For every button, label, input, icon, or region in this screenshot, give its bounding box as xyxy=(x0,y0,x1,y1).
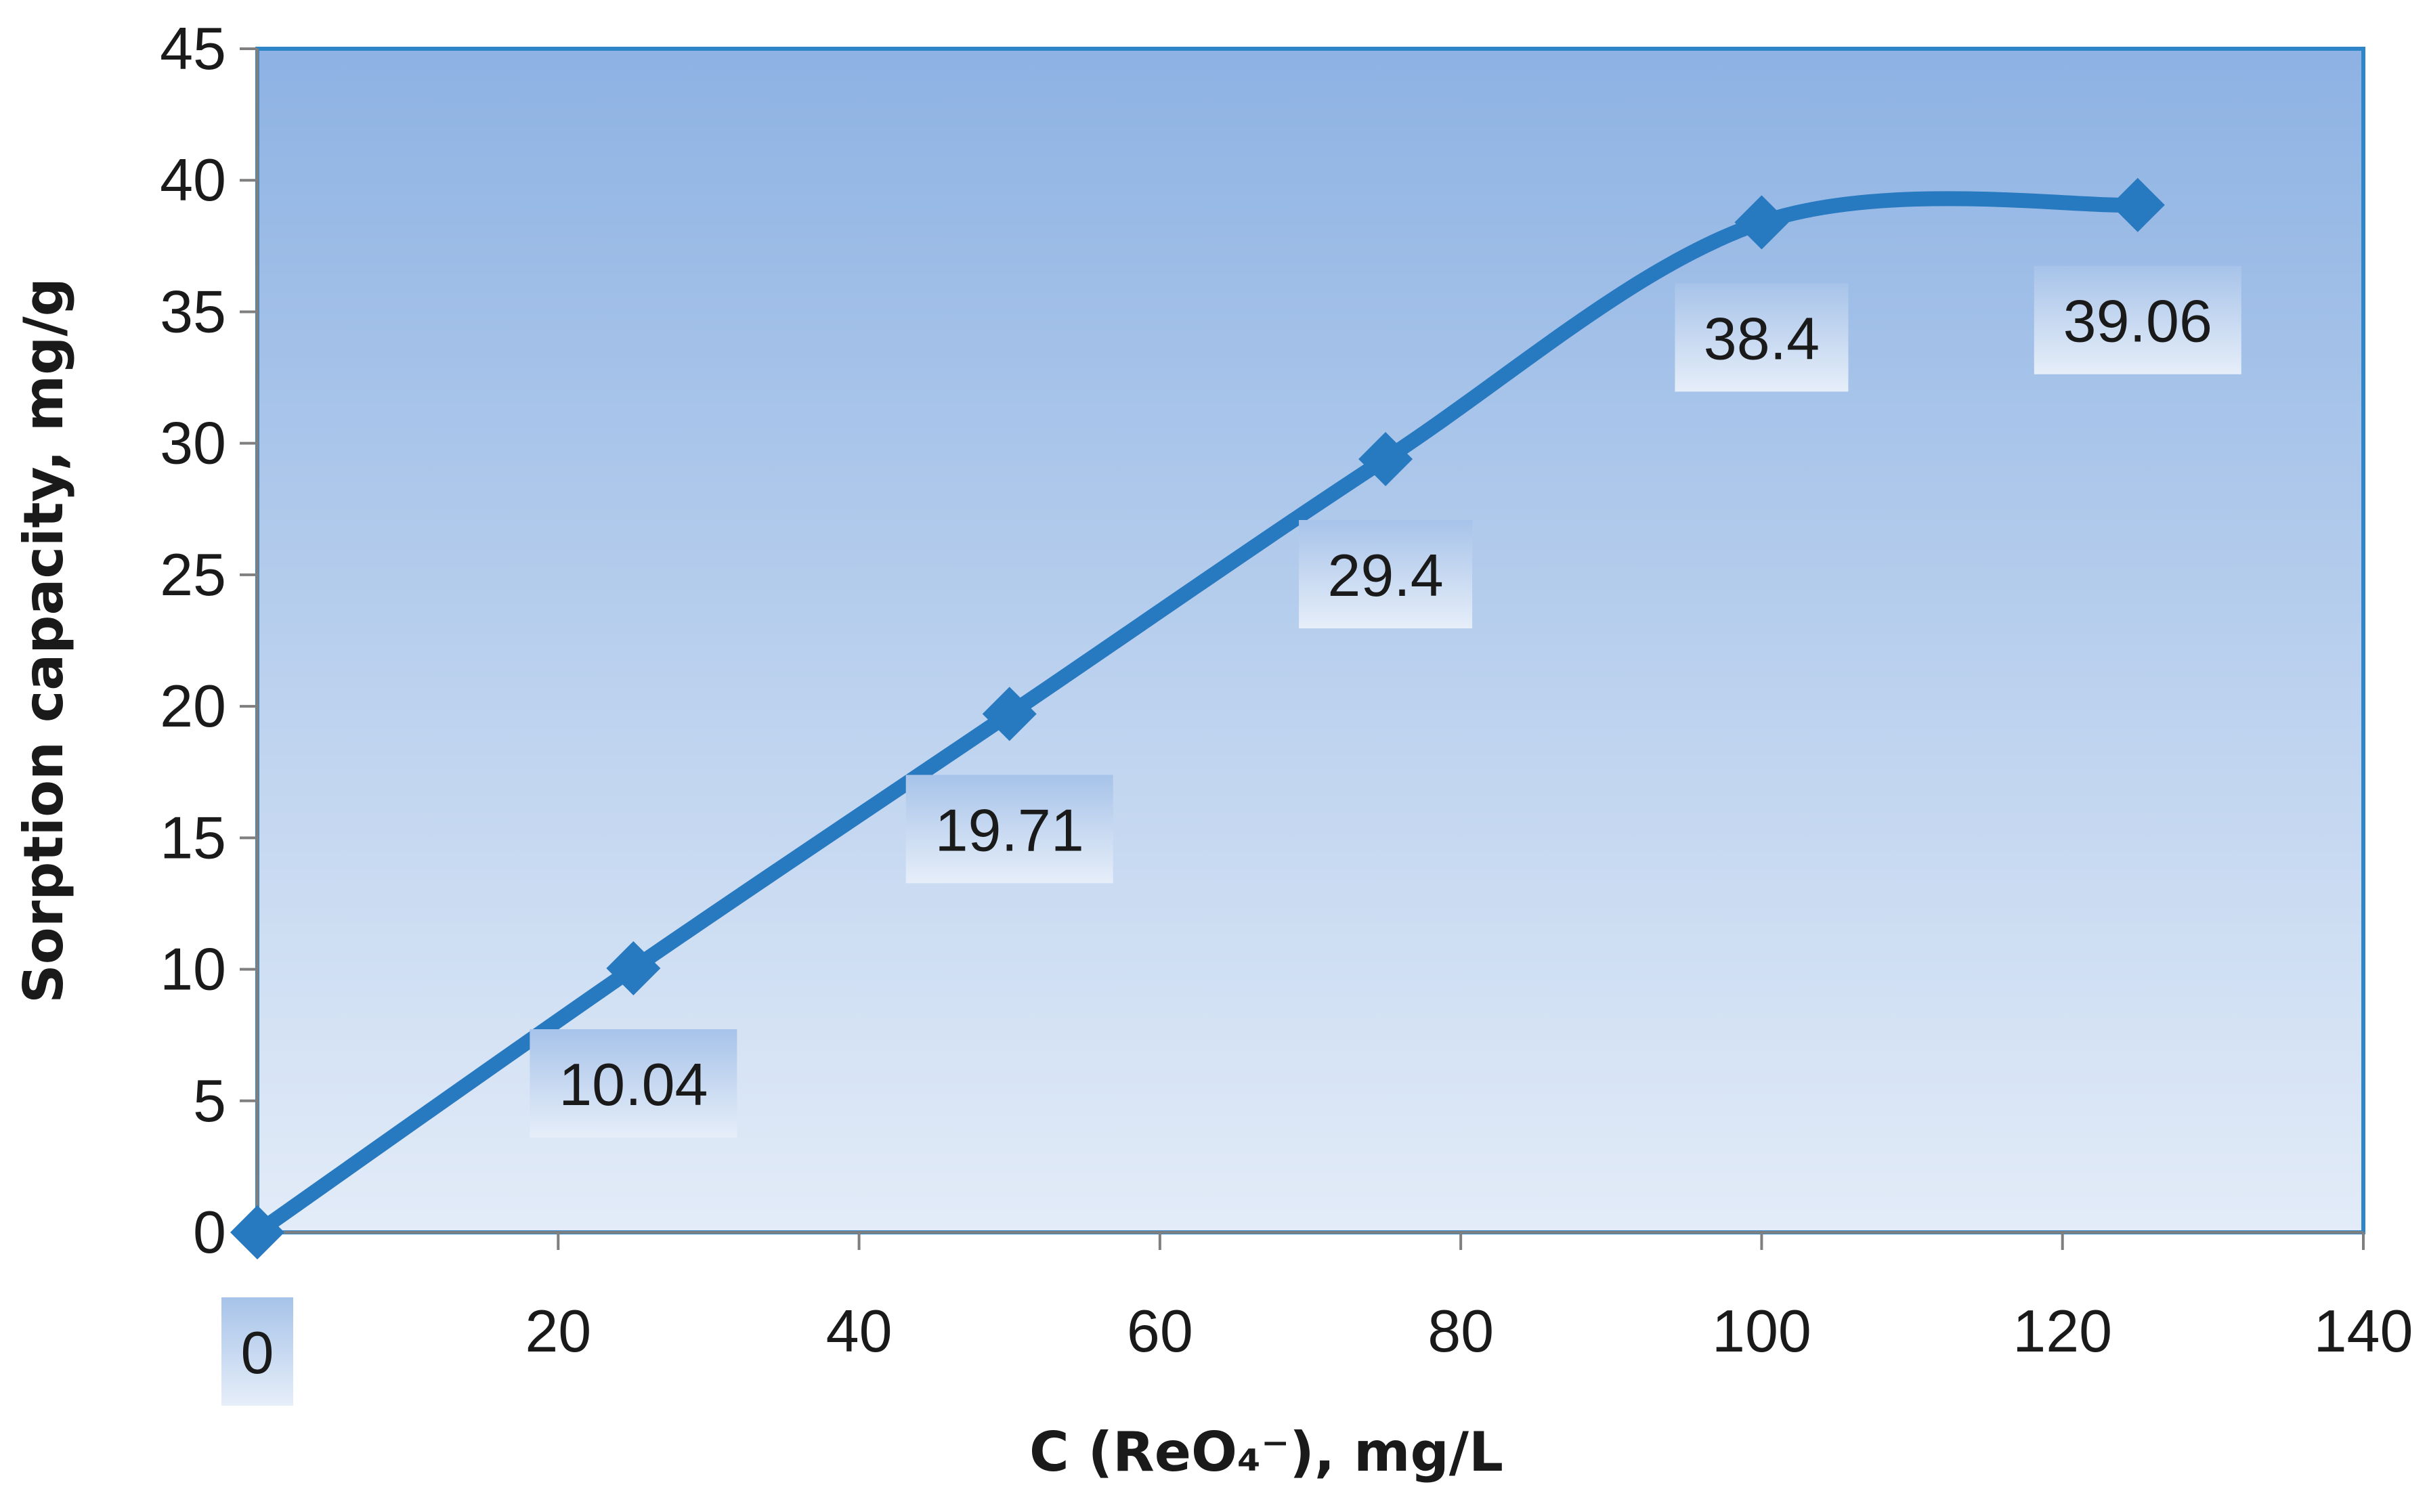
x-tick-label: 120 xyxy=(2013,1297,2112,1364)
x-tick-label: 100 xyxy=(1712,1297,1811,1364)
data-label-bg xyxy=(1299,519,1473,628)
x-axis-title: C (ReO₄⁻), mg/L xyxy=(1029,1421,1503,1484)
data-point-marker xyxy=(2110,177,2165,232)
x-tick-label: 40 xyxy=(826,1297,893,1364)
y-tick-label: 40 xyxy=(160,146,226,213)
tick-labels: 051015202530354045020406080100120140 xyxy=(160,15,2413,1364)
y-tick-label: 10 xyxy=(160,936,226,1003)
data-point-marker xyxy=(230,1205,284,1259)
data-label-bg xyxy=(905,775,1113,884)
data-label-bg xyxy=(530,1029,737,1138)
data-label: 38.4 xyxy=(1704,305,1820,372)
data-label: 10.04 xyxy=(559,1051,708,1118)
data-markers xyxy=(230,177,2165,1259)
x-tick-label: 140 xyxy=(2314,1297,2413,1364)
y-tick-label: 30 xyxy=(160,410,226,477)
data-point-marker xyxy=(606,941,661,996)
data-label: 29.4 xyxy=(1327,542,1443,609)
y-tick-label: 5 xyxy=(193,1067,226,1134)
data-label-bg xyxy=(1675,283,1849,392)
tick-marks xyxy=(240,47,2365,1250)
data-label: 39.06 xyxy=(2063,288,2212,355)
data-label-bg xyxy=(221,1297,293,1406)
data-label: 0 xyxy=(241,1319,274,1386)
y-tick-label: 15 xyxy=(160,804,226,871)
data-point-marker xyxy=(982,687,1037,741)
data-labels: 0 10.04 19.71 29.4 38.4 39.06 xyxy=(221,265,2241,1406)
y-tick-label: 25 xyxy=(160,541,226,608)
data-point-marker xyxy=(1358,431,1413,486)
x-tick-label: 20 xyxy=(525,1297,591,1364)
x-tick-label: 60 xyxy=(1127,1297,1193,1364)
y-tick-label: 45 xyxy=(160,15,226,82)
data-point-marker xyxy=(1734,195,1789,250)
axes xyxy=(256,49,2363,1234)
y-axis-title: Sorption capacity, mg/g xyxy=(12,278,75,1003)
data-label: 19.71 xyxy=(935,796,1084,863)
data-label-bg xyxy=(2034,265,2241,374)
x-tick-label: 80 xyxy=(1427,1297,1494,1364)
series-line xyxy=(250,191,2145,1240)
y-tick-label: 20 xyxy=(160,672,226,739)
y-tick-label: 0 xyxy=(193,1198,226,1266)
y-tick-label: 35 xyxy=(160,278,226,345)
